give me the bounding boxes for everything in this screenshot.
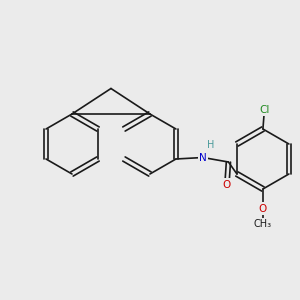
Text: CH₃: CH₃ bbox=[254, 219, 272, 229]
Text: N: N bbox=[199, 152, 207, 163]
Text: O: O bbox=[259, 203, 267, 214]
Text: O: O bbox=[223, 179, 231, 190]
Text: Cl: Cl bbox=[259, 104, 270, 115]
Text: H: H bbox=[207, 140, 214, 150]
